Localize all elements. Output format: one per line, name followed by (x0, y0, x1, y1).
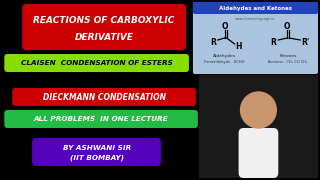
Text: Aldehydes: Aldehydes (213, 54, 236, 58)
Text: DIECKMANN CONDENSATION: DIECKMANN CONDENSATION (43, 93, 165, 102)
Text: R: R (270, 37, 276, 46)
FancyBboxPatch shape (4, 110, 198, 128)
Text: O: O (221, 21, 228, 30)
FancyBboxPatch shape (239, 128, 278, 178)
Text: Ketones: Ketones (280, 54, 297, 58)
Text: CLAISEN  CONDENSATION OF ESTERS: CLAISEN CONDENSATION OF ESTERS (21, 60, 172, 66)
Text: ALL PROBLEMS  IN ONE LECTURE: ALL PROBLEMS IN ONE LECTURE (34, 116, 168, 122)
FancyBboxPatch shape (199, 75, 318, 178)
Text: (IIT BOMBAY): (IIT BOMBAY) (69, 154, 124, 161)
FancyBboxPatch shape (193, 2, 318, 74)
Text: R: R (210, 37, 216, 46)
Text: Formaldehyde - HCHO: Formaldehyde - HCHO (204, 60, 245, 64)
Text: DERIVATIVE: DERIVATIVE (75, 33, 133, 42)
Text: H: H (235, 42, 242, 51)
FancyBboxPatch shape (22, 4, 186, 50)
FancyBboxPatch shape (193, 2, 318, 14)
FancyBboxPatch shape (12, 88, 196, 106)
Text: Aldehydes and Ketones: Aldehydes and Ketones (219, 6, 292, 10)
FancyBboxPatch shape (32, 138, 161, 166)
Text: REACTIONS OF CARBOXYLIC: REACTIONS OF CARBOXYLIC (33, 16, 175, 25)
Text: R': R' (301, 37, 309, 46)
Text: O: O (284, 21, 291, 30)
Text: Acetone - CH₃ CO CH₃: Acetone - CH₃ CO CH₃ (268, 60, 308, 64)
FancyBboxPatch shape (4, 54, 189, 72)
Text: www.chemistrypage.in: www.chemistrypage.in (235, 17, 276, 21)
Circle shape (241, 92, 276, 128)
Text: BY ASHWANI SIR: BY ASHWANI SIR (62, 145, 131, 151)
